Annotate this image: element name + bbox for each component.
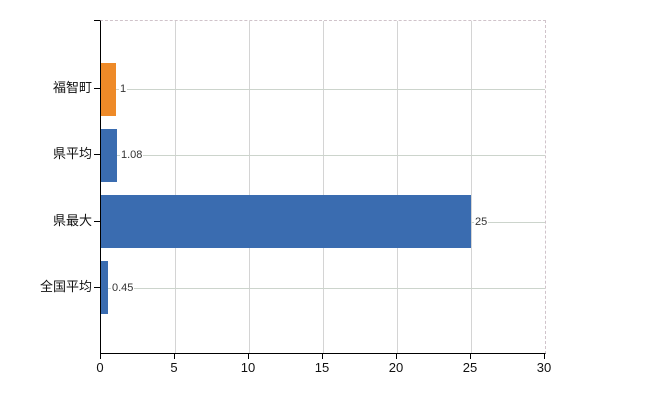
bar xyxy=(101,129,117,182)
x-axis-tick-label: 30 xyxy=(536,360,552,375)
x-axis-tick-label: 5 xyxy=(170,360,178,375)
horizontal-gridline xyxy=(101,288,545,289)
bar-value-label: 1 xyxy=(119,82,128,96)
bar xyxy=(101,195,471,248)
bar-value-label: 25 xyxy=(474,215,489,229)
horizontal-gridline xyxy=(101,155,545,156)
x-axis-tick-label: 0 xyxy=(96,360,104,375)
x-axis-tick-label: 20 xyxy=(388,360,404,375)
bar xyxy=(101,63,116,116)
x-axis-tick xyxy=(470,354,471,359)
vertical-gridline xyxy=(396,21,398,353)
category-tick xyxy=(94,88,100,89)
bar-value-label: 1.08 xyxy=(120,148,144,162)
vertical-gridline xyxy=(248,21,250,353)
x-axis-tick xyxy=(100,354,101,359)
x-axis-tick xyxy=(396,354,397,359)
vertical-gridline xyxy=(470,21,472,353)
category-label: 県最大 xyxy=(52,213,92,228)
x-axis-tick xyxy=(544,354,545,359)
x-axis-tick xyxy=(248,354,249,359)
plot-area: 1 1.08 25 0.45 xyxy=(100,20,546,354)
horizontal-gridline xyxy=(101,89,545,90)
vertical-gridline xyxy=(174,21,176,353)
category-tick xyxy=(94,287,100,288)
category-tick xyxy=(94,154,100,155)
category-label: 県平均 xyxy=(52,146,92,161)
x-axis-tick-label: 25 xyxy=(462,360,478,375)
category-label: 全国平均 xyxy=(39,279,92,294)
x-axis-tick-label: 10 xyxy=(240,360,256,375)
bar xyxy=(101,261,108,314)
bar-value-label: 0.45 xyxy=(111,281,135,295)
vertical-gridline xyxy=(322,21,324,353)
x-axis-tick xyxy=(322,354,323,359)
category-tick xyxy=(94,221,100,222)
axis-top-tick xyxy=(94,20,100,21)
category-label: 福智町 xyxy=(52,80,92,95)
x-axis-tick xyxy=(174,354,175,359)
x-axis-tick-label: 15 xyxy=(314,360,330,375)
